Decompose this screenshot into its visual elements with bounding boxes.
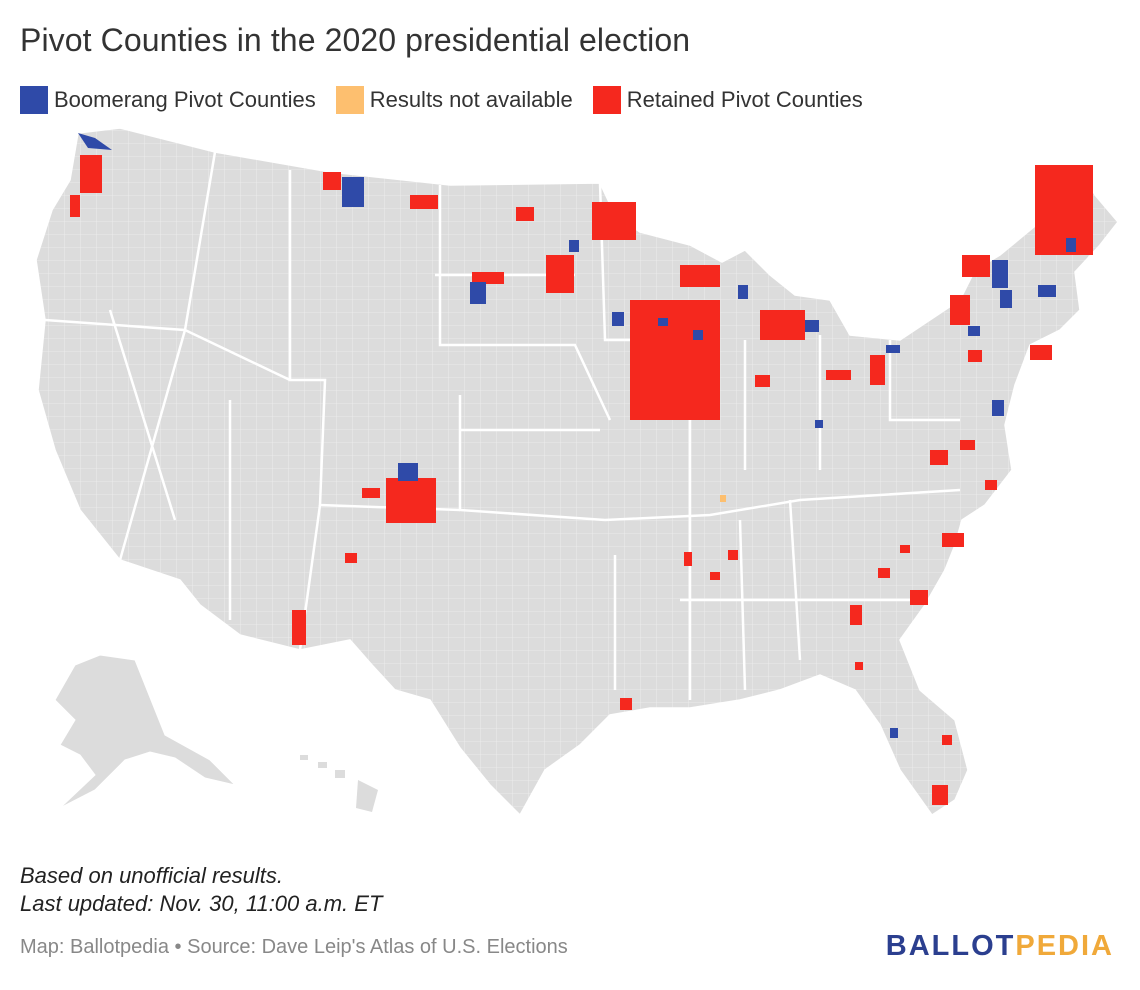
legend-item-not-available: Results not available [335,86,573,114]
logo-part1: BALLOT [885,930,1016,962]
footnote-line1: Based on unofficial results. [20,863,283,888]
boomerang-pivot-counties [78,133,1076,738]
source-credit: Map: Ballotpedia • Source: Dave Leip's A… [20,936,568,958]
alaska-landmass [54,654,237,809]
legend-swatch-boomerang [20,86,48,114]
page-title: Pivot Counties in the 2020 presidential … [20,22,691,58]
footnote: Based on unofficial results. Last update… [20,862,382,918]
legend-label-boomerang: Boomerang Pivot Counties [54,87,316,112]
us-county-map [0,120,1140,830]
legend-swatch-not-available [335,86,364,114]
results-not-available-county [720,495,726,502]
retained-pivot-counties [70,155,1093,805]
ballotpedia-logo: BALLOTPEDIA [886,930,1114,963]
county-grid [36,128,1118,815]
legend-label-retained: Retained Pivot Counties [626,87,863,112]
legend: Boomerang Pivot Counties Results not ava… [20,86,883,114]
footnote-line2: Last updated: Nov. 30, 11:00 a.m. ET [20,891,383,916]
legend-item-retained: Retained Pivot Counties [592,86,863,114]
legend-label-not-available: Results not available [369,87,573,112]
hawaii-islands [300,755,378,812]
legend-swatch-retained [592,86,621,114]
map-svg [35,127,1119,817]
logo-part2: PEDIA [1015,930,1114,962]
legend-item-boomerang: Boomerang Pivot Counties [20,86,316,114]
